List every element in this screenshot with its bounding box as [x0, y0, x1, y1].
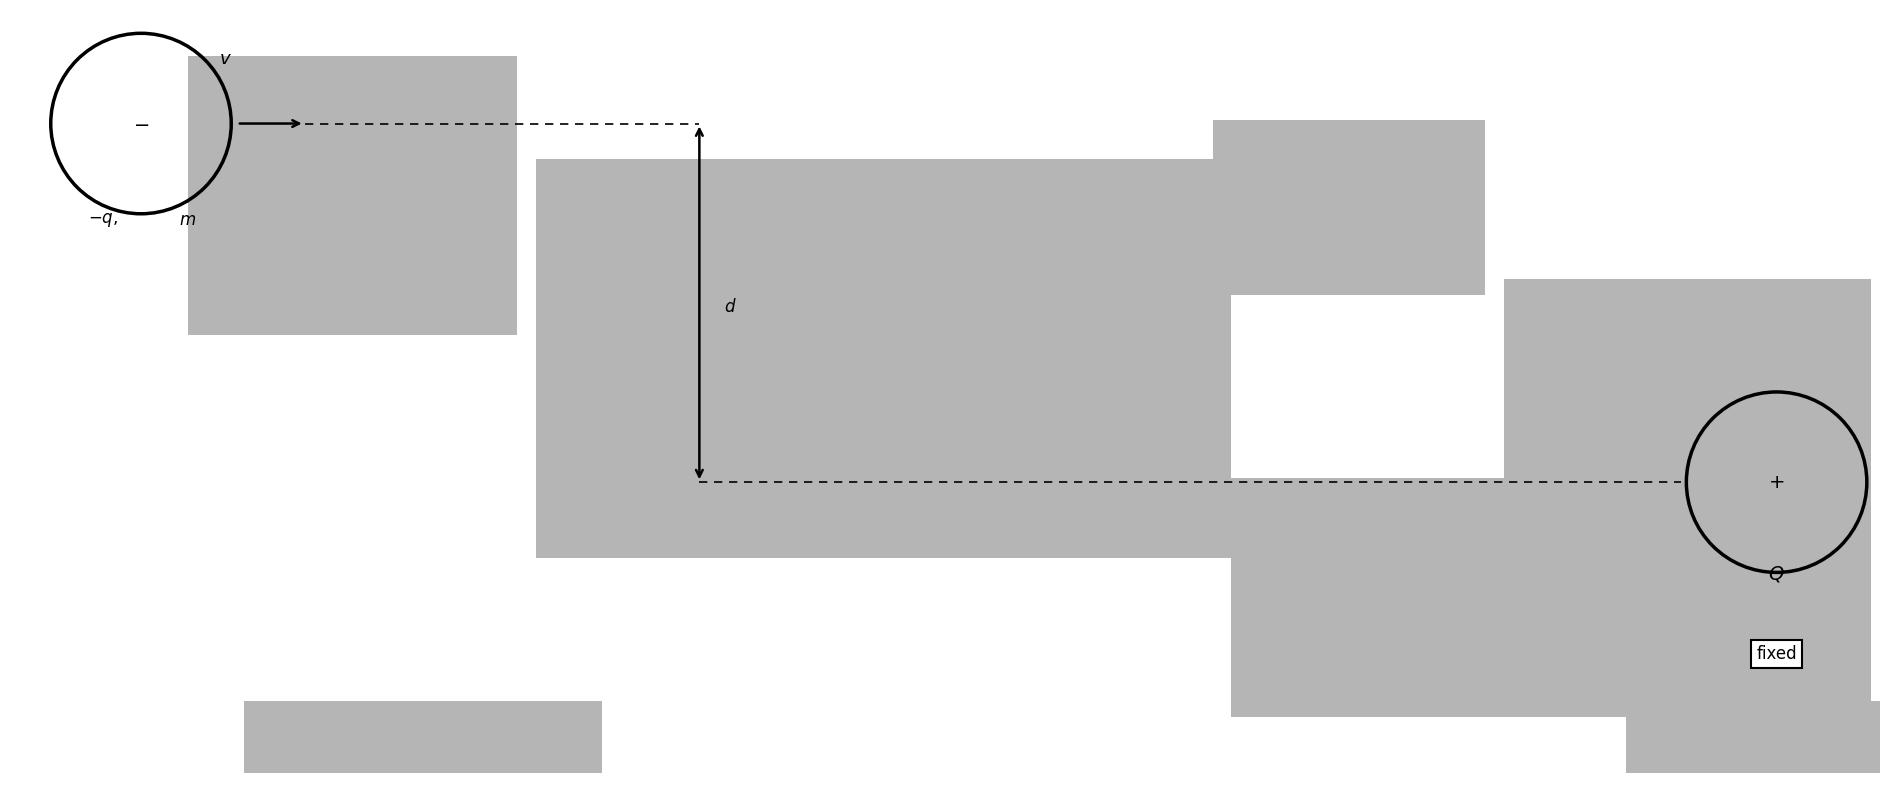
- Text: $-q,$: $-q,$: [88, 211, 118, 230]
- Text: $v$: $v$: [220, 49, 231, 68]
- Bar: [1213, 120, 1485, 295]
- Text: $m$: $m$: [179, 211, 197, 230]
- Bar: [1626, 701, 1880, 773]
- Bar: [1504, 279, 1871, 502]
- Text: $d$: $d$: [724, 298, 737, 316]
- Text: $Q$: $Q$: [1769, 563, 1784, 584]
- Bar: [536, 159, 1231, 558]
- Text: fixed: fixed: [1756, 645, 1797, 662]
- Bar: [1231, 478, 1871, 717]
- Bar: [244, 701, 602, 773]
- Text: $-$: $-$: [133, 114, 149, 133]
- Bar: [188, 56, 517, 335]
- Text: $+$: $+$: [1769, 473, 1784, 492]
